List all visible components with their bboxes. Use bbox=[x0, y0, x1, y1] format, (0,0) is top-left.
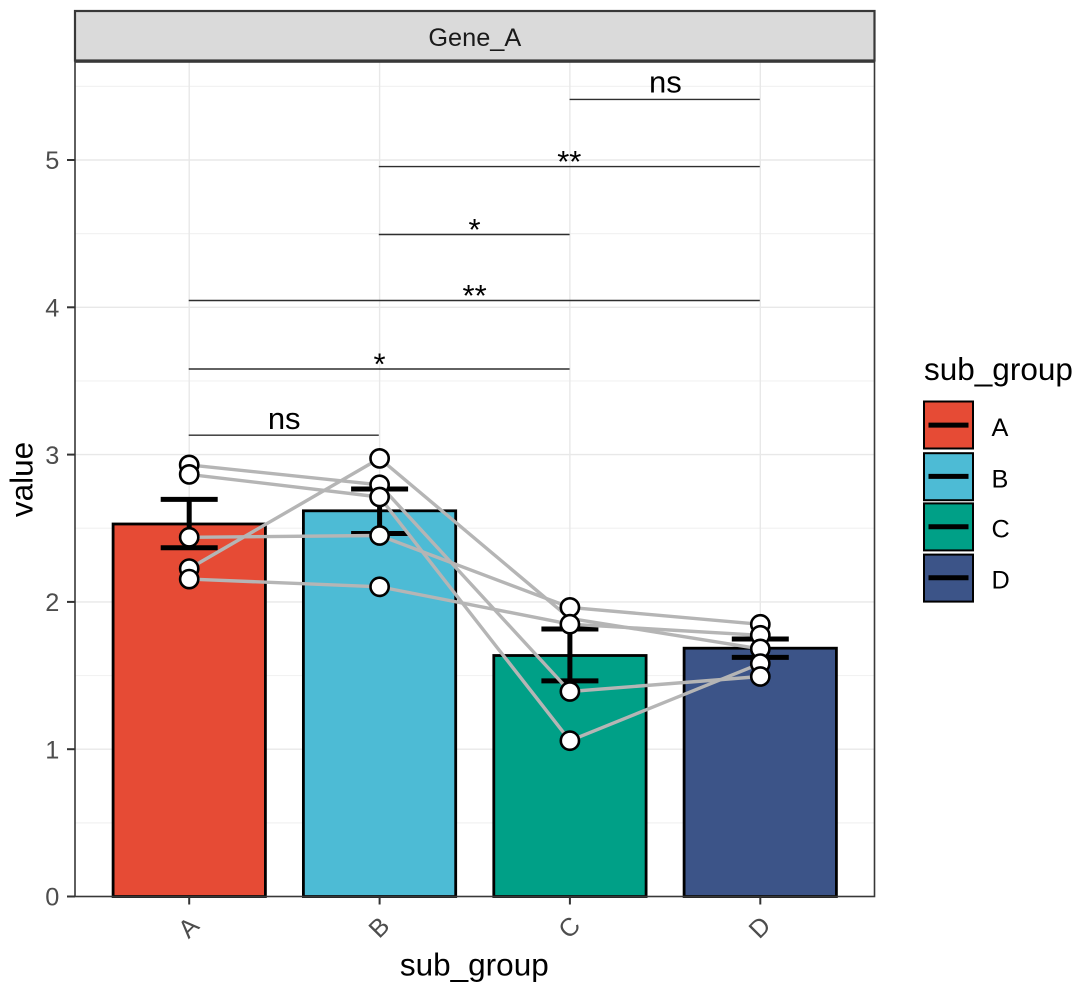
svg-text:C: C bbox=[553, 911, 586, 944]
svg-text:D: D bbox=[744, 911, 777, 944]
svg-text:C: C bbox=[992, 516, 1010, 544]
svg-text:**: ** bbox=[463, 278, 487, 313]
svg-text:A: A bbox=[992, 414, 1009, 442]
svg-text:0: 0 bbox=[45, 884, 59, 912]
svg-text:4: 4 bbox=[45, 295, 59, 323]
svg-text:Gene_A: Gene_A bbox=[428, 24, 521, 52]
svg-text:B: B bbox=[992, 465, 1009, 493]
svg-text:**: ** bbox=[557, 144, 581, 179]
svg-text:B: B bbox=[364, 912, 396, 944]
svg-text:*: * bbox=[469, 212, 481, 247]
svg-text:ns: ns bbox=[649, 65, 682, 100]
svg-text:5: 5 bbox=[45, 147, 59, 175]
svg-text:1: 1 bbox=[45, 736, 59, 764]
svg-text:2: 2 bbox=[45, 589, 59, 617]
svg-text:ns: ns bbox=[268, 401, 301, 436]
svg-text:3: 3 bbox=[45, 442, 59, 470]
svg-text:value: value bbox=[4, 442, 40, 517]
svg-text:sub_group: sub_group bbox=[924, 351, 1073, 387]
svg-text:A: A bbox=[173, 912, 205, 944]
svg-text:D: D bbox=[992, 567, 1010, 595]
svg-text:*: * bbox=[373, 347, 385, 382]
svg-text:sub_group: sub_group bbox=[400, 946, 549, 982]
